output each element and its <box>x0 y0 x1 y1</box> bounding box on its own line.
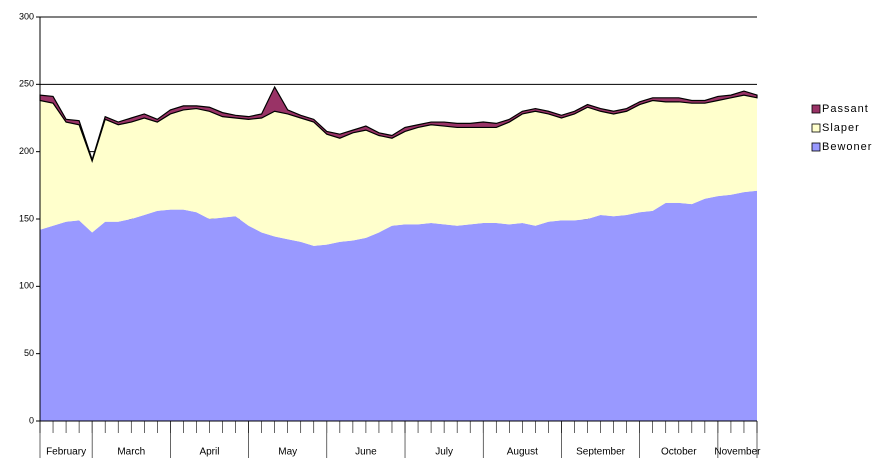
y-tick-label: 0 <box>29 415 34 425</box>
legend-swatch <box>811 123 821 133</box>
x-group-label: February <box>46 447 86 458</box>
x-group-label: March <box>117 447 145 458</box>
x-group-label: April <box>199 447 219 458</box>
y-tick-label: 50 <box>24 348 34 358</box>
area <box>39 85 758 163</box>
x-group-label: August <box>507 447 538 458</box>
x-group-label: November <box>714 447 761 458</box>
x-group-label: July <box>435 447 453 458</box>
legend-swatch <box>811 104 821 114</box>
x-group-label: October <box>661 447 697 458</box>
legend-label: Slaper <box>822 122 860 134</box>
legend-label: Bewoner <box>822 141 872 153</box>
y-tick-label: 100 <box>19 281 34 291</box>
y-tick-label: 250 <box>19 79 34 89</box>
legend-swatch <box>811 142 821 152</box>
y-tick-label: 300 <box>19 11 34 21</box>
x-group-label: September <box>576 447 626 458</box>
y-tick-label: 200 <box>19 146 34 156</box>
legend-label: Passant <box>822 103 869 115</box>
x-group-label: June <box>355 447 377 458</box>
area <box>40 95 757 246</box>
area <box>40 190 757 421</box>
x-group-label: May <box>278 447 297 458</box>
y-tick-label: 150 <box>19 213 34 223</box>
